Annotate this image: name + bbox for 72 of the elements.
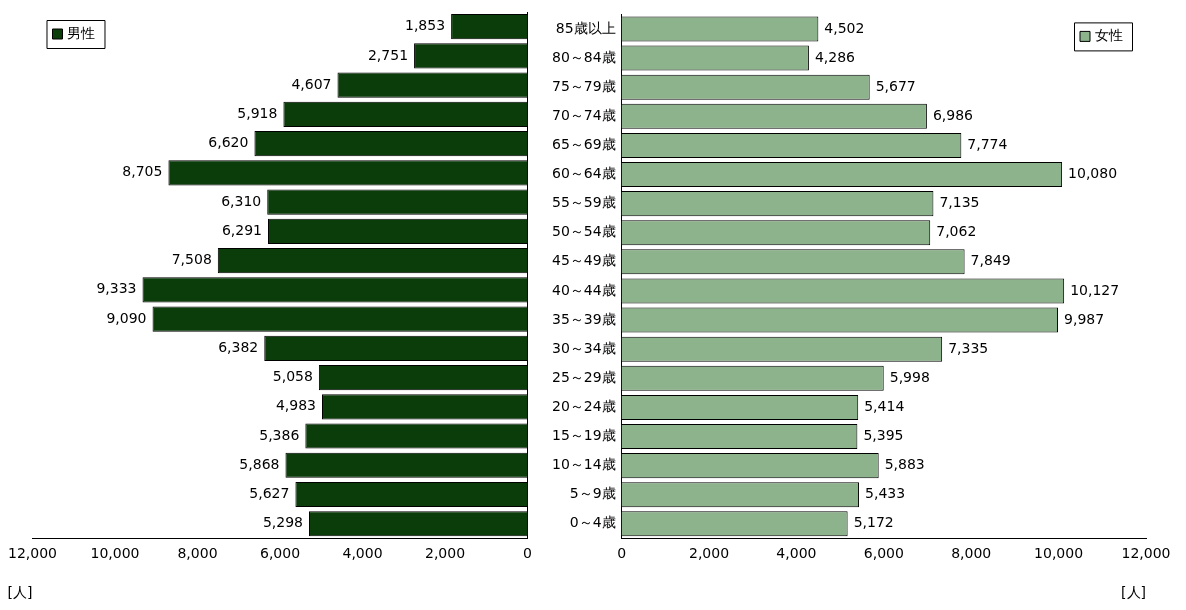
y-tick-label: 60～64歳 xyxy=(551,165,616,182)
data-label: 5,414 xyxy=(864,398,905,415)
y-tick-label: 55～59歳 xyxy=(551,194,616,211)
x-tick-label: 10,000 xyxy=(1034,545,1084,562)
data-label: 10,080 xyxy=(1068,165,1118,182)
data-label: 1,853 xyxy=(405,17,446,34)
x-tick-label: 8,000 xyxy=(951,545,992,562)
data-label: 7,849 xyxy=(970,252,1011,269)
data-label: 5,395 xyxy=(863,427,904,444)
data-label: 5,627 xyxy=(249,485,290,502)
data-label: 5,386 xyxy=(259,426,300,443)
y-tick-label: 65～69歳 xyxy=(551,136,616,153)
y-tick-label: 20～24歳 xyxy=(551,398,616,415)
x-tick-label: 4,000 xyxy=(342,545,383,562)
y-tick-label: 0～4歳 xyxy=(569,514,616,531)
y-tick-label: 5～9歳 xyxy=(569,485,616,502)
data-label: 6,310 xyxy=(221,192,262,209)
data-label: 4,502 xyxy=(824,19,865,36)
legend-label: 男性 xyxy=(67,24,96,41)
x-tick-label: 10,000 xyxy=(90,545,140,562)
y-tick-label: 45～49歳 xyxy=(551,252,616,269)
data-label: 7,774 xyxy=(967,136,1008,153)
data-label: 6,986 xyxy=(932,106,974,123)
y-tick-label: 50～54歳 xyxy=(551,223,616,240)
x-tick-label: 2,000 xyxy=(688,545,730,562)
data-label: 10,127 xyxy=(1070,281,1120,298)
x-tick-label: 12,000 xyxy=(1121,545,1171,562)
data-label: 4,286 xyxy=(814,48,856,65)
data-label: 5,918 xyxy=(237,105,278,121)
y-tick-label: 85歳以上 xyxy=(555,19,616,36)
data-label: 9,333 xyxy=(96,280,137,297)
x-tick-label: 6,000 xyxy=(863,545,904,562)
data-label: 9,090 xyxy=(106,309,147,326)
data-label: 5,883 xyxy=(884,456,925,473)
y-tick-label: 35～39歳 xyxy=(551,310,616,327)
y-tick-label: 80～84歳 xyxy=(551,48,616,65)
data-label: 7,335 xyxy=(948,339,989,356)
x-tick-label: 4,000 xyxy=(776,545,817,562)
x-axis-title: [人] xyxy=(1121,584,1146,601)
data-label: 5,172 xyxy=(853,514,894,531)
data-label: 7,508 xyxy=(171,251,212,268)
y-tick-label: 70～74歳 xyxy=(551,106,616,123)
y-tick-label: 25～29歳 xyxy=(551,368,616,385)
x-axis-title: [人] xyxy=(7,584,33,601)
x-tick-label: 8,000 xyxy=(177,545,218,562)
data-label: 4,607 xyxy=(291,75,332,92)
data-label: 5,998 xyxy=(889,368,930,385)
data-label: 5,868 xyxy=(239,455,280,472)
data-label: 6,382 xyxy=(218,338,259,355)
x-tick-label: 2,000 xyxy=(424,545,466,562)
data-label: 7,062 xyxy=(936,223,977,240)
y-tick-label: 30～34歳 xyxy=(551,339,616,356)
data-label: 5,677 xyxy=(875,77,916,94)
x-tick-label: 0 xyxy=(523,545,533,562)
legend-label: 女性 xyxy=(1095,27,1123,44)
data-label: 7,135 xyxy=(939,194,980,211)
y-tick-label: 10～14歳 xyxy=(551,456,616,473)
data-label: 9,987 xyxy=(1064,310,1105,327)
y-tick-label: 15～19歳 xyxy=(551,427,616,444)
data-label: 4,983 xyxy=(275,397,316,414)
data-label: 5,058 xyxy=(272,368,313,385)
data-label: 5,298 xyxy=(262,514,303,531)
data-label: 2,751 xyxy=(367,46,409,63)
x-tick-label: 0 xyxy=(617,545,627,562)
x-tick-label: 12,000 xyxy=(7,545,57,562)
y-tick-label: 75～79歳 xyxy=(551,77,616,94)
data-label: 5,433 xyxy=(865,485,906,502)
data-label: 6,620 xyxy=(208,134,249,151)
x-tick-label: 6,000 xyxy=(259,545,301,562)
data-label: 6,291 xyxy=(221,221,263,238)
y-tick-label: 40～44歳 xyxy=(551,281,616,298)
data-label: 8,705 xyxy=(122,163,163,180)
